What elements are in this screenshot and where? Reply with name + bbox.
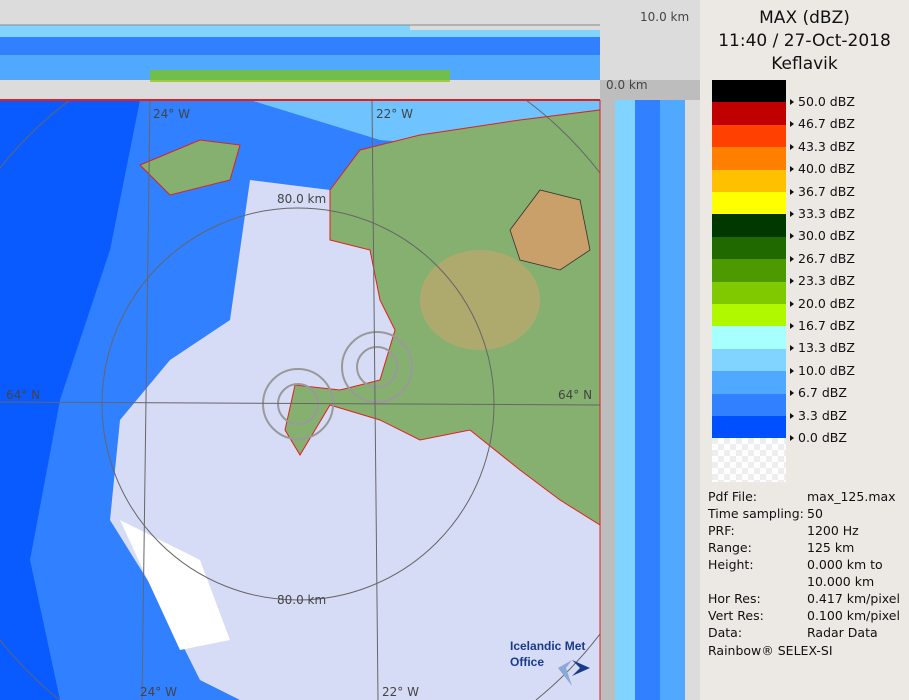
legend-label: 30.0 dBZ (790, 228, 855, 243)
info-key: Data: (708, 625, 743, 640)
legend-label: 43.3 dBZ (790, 139, 855, 154)
legend-swatch (712, 80, 786, 103)
radar-map: 10.0 km 0.0 km 24° W 22° W 24° W 22° W 6… (0, 0, 700, 700)
height-top-label: 10.0 km (640, 10, 689, 24)
legend-label: 3.3 dBZ (790, 408, 847, 423)
legend-swatch (712, 192, 786, 215)
legend-label: 10.0 dBZ (790, 363, 855, 378)
legend-label: 13.3 dBZ (790, 340, 855, 355)
legend-swatch (712, 348, 786, 372)
lon-label: 22° W (376, 107, 413, 121)
info-key: Time sampling: (708, 506, 804, 521)
lon-label: 24° W (140, 685, 177, 699)
info-key: Pdf File: (708, 489, 757, 504)
lat-label: 64° N (6, 388, 40, 402)
legend-label: 20.0 dBZ (790, 296, 855, 311)
legend-swatch (712, 102, 786, 125)
lon-label: 24° W (153, 107, 190, 121)
legend-swatch (712, 236, 786, 260)
legend-swatch (712, 259, 786, 282)
legend-swatch (712, 304, 786, 327)
svg-text:Office: Office (510, 655, 544, 669)
product-title: MAX (dBZ) (759, 8, 850, 28)
legend-label: 36.7 dBZ (790, 184, 855, 199)
range-rings (0, 99, 601, 700)
info-value: 1200 Hz (807, 523, 859, 538)
legend-swatch (712, 124, 786, 148)
imo-logo: Icelandic Met Office (510, 639, 590, 686)
info-value: Radar Data (807, 625, 878, 640)
legend-label: 16.7 dBZ (790, 318, 855, 333)
software-credit: Rainbow® SELEX-SI (708, 643, 833, 658)
info-value: 50 (807, 506, 823, 521)
site-name: Keflavik (771, 54, 838, 74)
legend-swatch (712, 169, 786, 192)
datetime: 11:40 / 27-Oct-2018 (718, 31, 891, 51)
legend-label: 26.7 dBZ (790, 251, 855, 266)
outer-range-ring (0, 99, 601, 700)
info-key: Height: (708, 557, 754, 572)
legend-swatch (712, 214, 786, 237)
legend-label: 46.7 dBZ (790, 116, 855, 131)
legend-label: 23.3 dBZ (790, 273, 855, 288)
info-value: 0.000 km to (807, 557, 883, 572)
legend-label: 33.3 dBZ (790, 206, 855, 221)
info-value: 125 km (807, 540, 855, 555)
legend-label: 50.0 dBZ (790, 94, 855, 109)
info-value: 0.417 km/pixel (807, 591, 900, 606)
lon-label: 22° W (382, 685, 419, 699)
info-key: Hor Res: (708, 591, 761, 606)
info-key: PRF: (708, 523, 735, 538)
range-label: 80.0 km (277, 593, 326, 607)
legend-swatch (712, 371, 786, 394)
legend-swatch (712, 393, 786, 416)
land-terrain (139, 109, 601, 526)
info-key: Range: (708, 540, 752, 555)
legend-label: 6.7 dBZ (790, 385, 847, 400)
legend-swatch (712, 326, 786, 349)
svg-text:Icelandic Met: Icelandic Met (510, 639, 585, 653)
no-data-swatch (712, 438, 786, 482)
range-label: 80.0 km (277, 192, 326, 206)
info-key: Vert Res: (708, 608, 764, 623)
top-cross-section (0, 10, 600, 82)
info-value: 0.100 km/pixel (807, 608, 900, 623)
legend-label: 0.0 dBZ (790, 430, 847, 445)
legend-swatch (712, 147, 786, 170)
legend-swatch (712, 416, 786, 439)
info-value: 10.000 km (807, 574, 875, 589)
height-bottom-label: 0.0 km (606, 78, 648, 92)
legend-swatch (712, 281, 786, 304)
right-cross-section (615, 100, 685, 700)
lat-label: 64° N (558, 388, 592, 402)
legend-label: 40.0 dBZ (790, 161, 855, 176)
info-value: max_125.max (807, 489, 896, 504)
